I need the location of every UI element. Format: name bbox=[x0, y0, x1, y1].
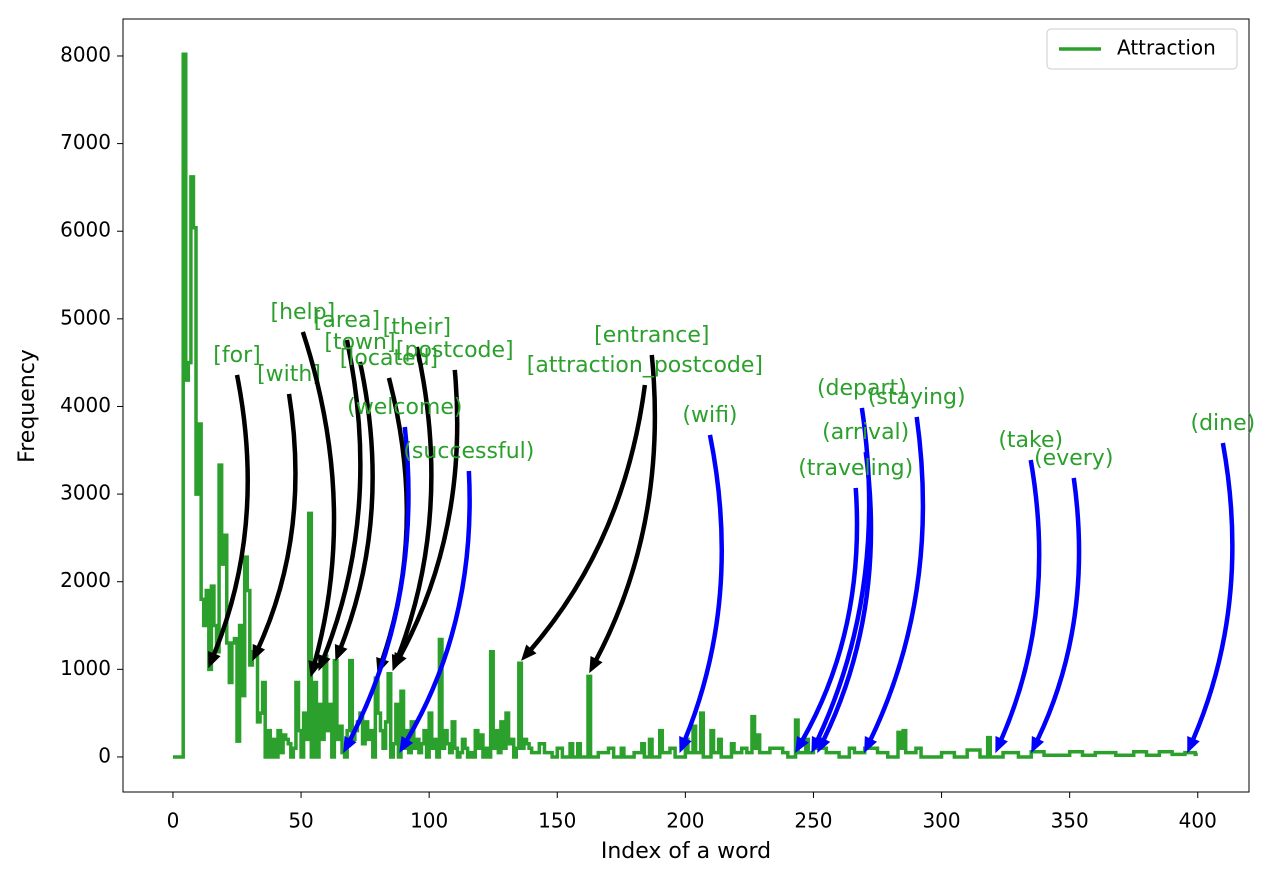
arrow-head bbox=[864, 735, 878, 754]
annotation-label: (arrival) bbox=[822, 420, 909, 445]
y-tick-label: 8000 bbox=[60, 42, 111, 66]
annotation-arrow bbox=[529, 384, 648, 651]
annotation-arrow bbox=[800, 487, 860, 741]
annotation-arrow bbox=[821, 451, 874, 741]
annotation-label: (successful) bbox=[403, 439, 534, 464]
annotation-arrow bbox=[212, 374, 250, 655]
y-tick-label: 7000 bbox=[60, 130, 111, 154]
annotation-label: [with] bbox=[257, 362, 321, 387]
arrow-head bbox=[521, 644, 537, 661]
legend-label: Attraction bbox=[1117, 36, 1216, 60]
annotation-label: (wifi) bbox=[682, 403, 737, 428]
annotation-arrow bbox=[338, 361, 375, 648]
annotation-label: [entrance] bbox=[594, 323, 709, 348]
annotation-label: (take) bbox=[998, 428, 1063, 453]
y-tick-label: 6000 bbox=[60, 218, 111, 242]
x-tick-label: 200 bbox=[666, 809, 704, 833]
y-axis-label: Frequency bbox=[15, 349, 40, 463]
annotation-arrow bbox=[256, 393, 298, 649]
annotation-arrow bbox=[999, 459, 1042, 741]
arrow-head bbox=[334, 643, 348, 662]
data-line bbox=[172, 52, 1198, 759]
annotation-label: (welcome) bbox=[347, 395, 462, 420]
arrow-head bbox=[589, 655, 603, 674]
arrow-head bbox=[318, 653, 331, 672]
annotation-arrow bbox=[1035, 477, 1082, 741]
arrow-head bbox=[995, 735, 1008, 754]
annotation-label: (every) bbox=[1034, 446, 1113, 471]
annotation-arrow bbox=[300, 331, 337, 664]
x-tick-label: 0 bbox=[167, 809, 180, 833]
x-axis-label: Index of a word bbox=[601, 839, 771, 864]
plot-frame bbox=[122, 18, 1250, 793]
annotation-arrow bbox=[348, 426, 411, 741]
annotation-arrow bbox=[395, 346, 434, 658]
x-tick-label: 50 bbox=[288, 809, 313, 833]
annotation-arrow bbox=[405, 470, 472, 742]
annotation-arrow bbox=[868, 416, 926, 741]
x-tick-label: 400 bbox=[1179, 809, 1217, 833]
annotation-label: [town] bbox=[324, 330, 395, 355]
annotation-label: [area] bbox=[314, 308, 380, 333]
y-tick-label: 3000 bbox=[60, 481, 111, 505]
annotation-arrow bbox=[398, 369, 460, 657]
arrow-head bbox=[308, 660, 322, 678]
x-tick-label: 100 bbox=[410, 809, 448, 833]
annotation-arrow bbox=[683, 434, 724, 740]
arrow-head bbox=[1031, 735, 1045, 754]
arrow-head bbox=[343, 735, 357, 754]
annotation-label: (depart) bbox=[817, 376, 907, 401]
annotation-label: (traveling) bbox=[798, 456, 913, 481]
arrow-head bbox=[1187, 735, 1200, 754]
annotation-arrow bbox=[594, 354, 658, 661]
arrow-head bbox=[399, 736, 414, 754]
arrow-head bbox=[795, 736, 809, 754]
annotation-label: (dine) bbox=[1191, 411, 1256, 436]
annotation-label: (staying) bbox=[868, 385, 966, 410]
annotation-label: [for] bbox=[213, 343, 260, 368]
legend: Attraction bbox=[1046, 28, 1238, 70]
arrow-head bbox=[393, 651, 407, 670]
x-tick-label: 150 bbox=[538, 809, 576, 833]
y-tick-label: 4000 bbox=[60, 393, 111, 417]
x-tick-label: 350 bbox=[1051, 809, 1089, 833]
y-tick-label: 5000 bbox=[60, 305, 111, 329]
arrow-head bbox=[817, 735, 831, 754]
annotation-label: [help] bbox=[270, 300, 335, 325]
x-tick-label: 300 bbox=[922, 809, 960, 833]
annotation-arrow bbox=[322, 339, 363, 658]
arrow-head bbox=[252, 643, 266, 662]
legend-frame bbox=[1046, 28, 1238, 70]
arrow-head bbox=[208, 650, 221, 669]
annotation-arrow bbox=[1191, 442, 1235, 740]
x-tick-label: 250 bbox=[794, 809, 832, 833]
y-tick-label: 2000 bbox=[60, 568, 111, 592]
y-tick-label: 1000 bbox=[60, 656, 111, 680]
annotation-label: [attraction_postcode] bbox=[527, 353, 763, 378]
y-tick-label: 0 bbox=[98, 743, 111, 767]
arrow-head bbox=[679, 735, 692, 754]
annotation-label: [postcode] bbox=[396, 338, 514, 363]
annotation-label: [their] bbox=[383, 315, 451, 340]
